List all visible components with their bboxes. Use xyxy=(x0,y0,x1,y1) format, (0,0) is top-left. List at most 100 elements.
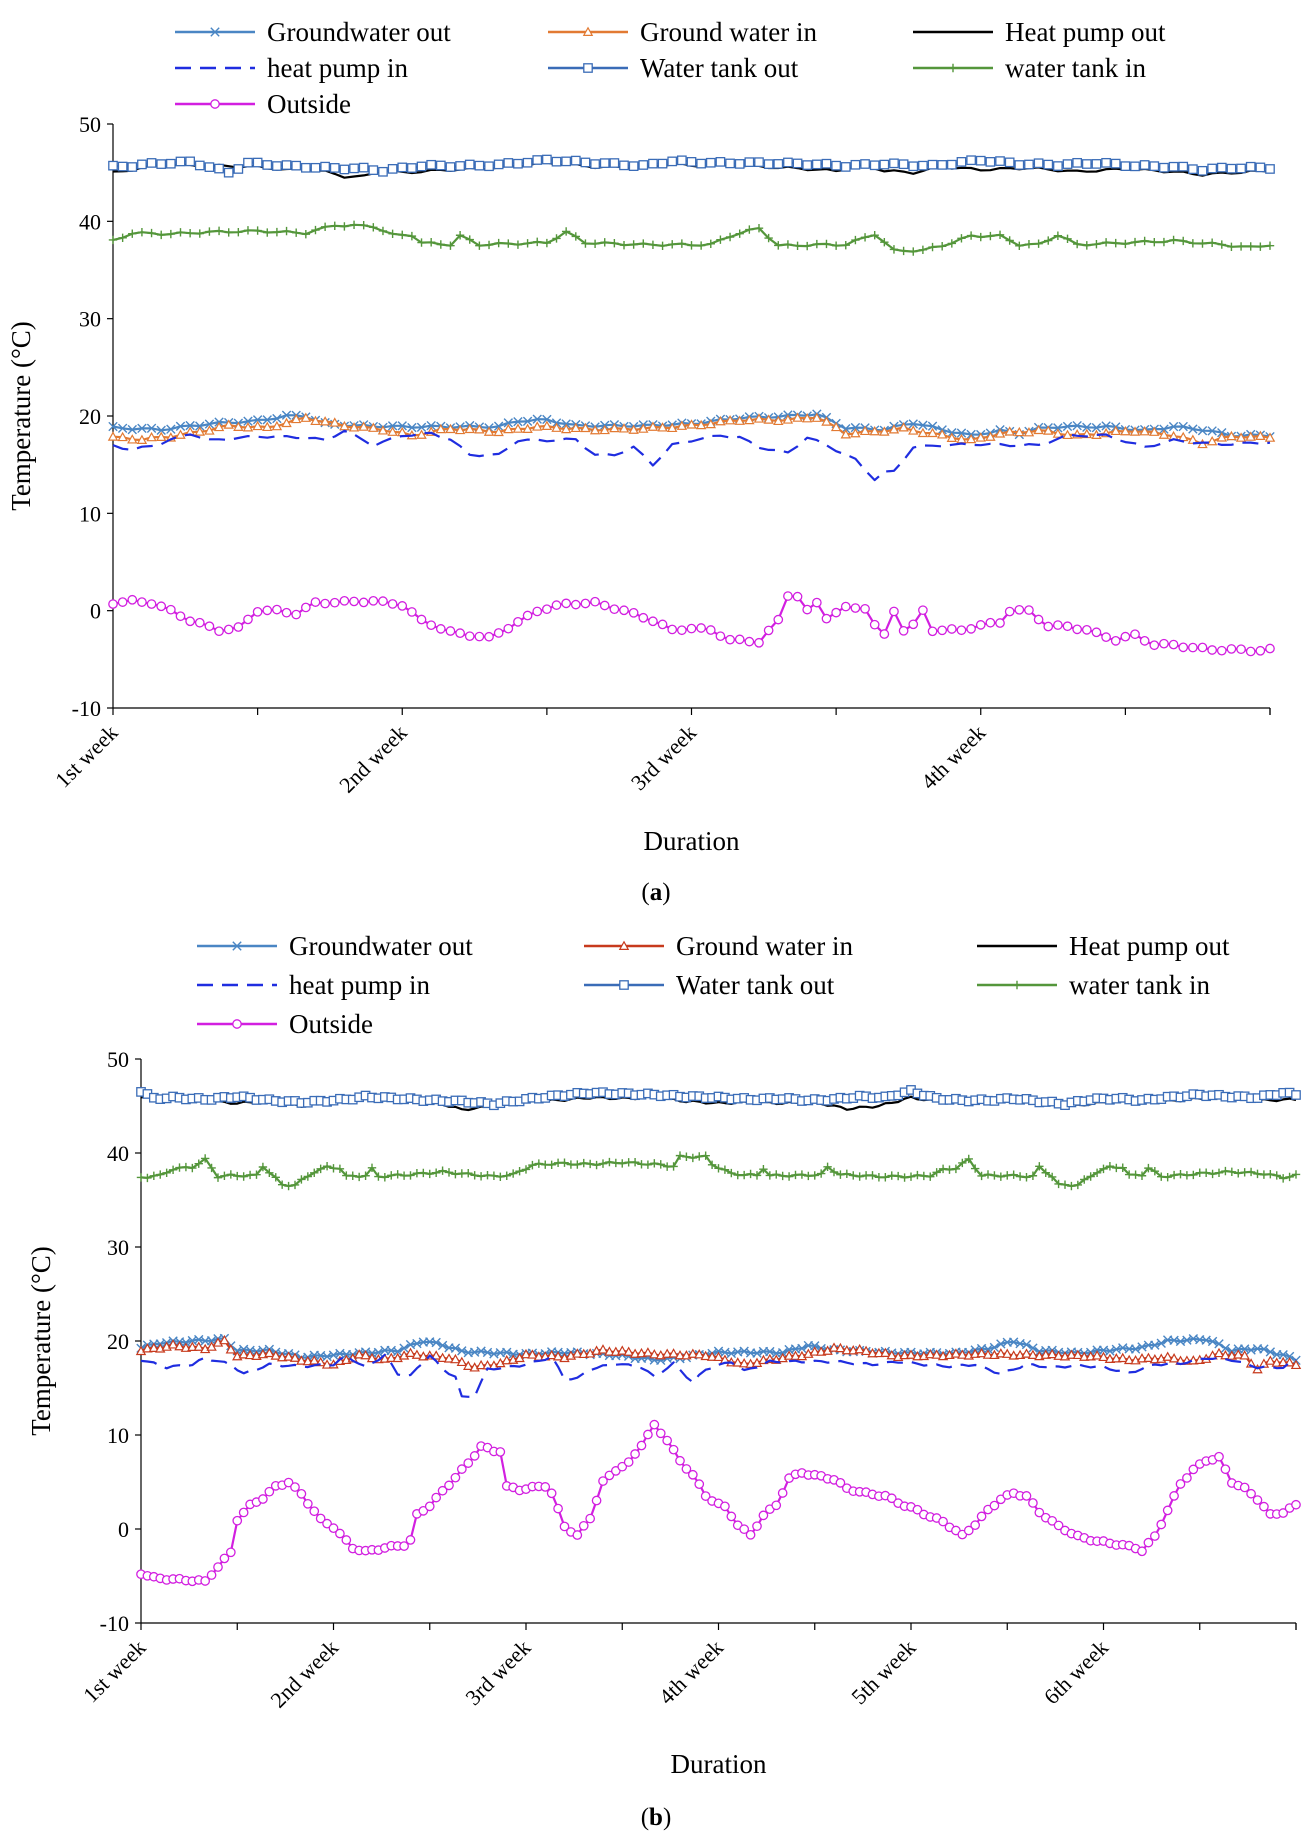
data-point xyxy=(1259,1501,1269,1512)
data-point xyxy=(540,1482,551,1492)
data-point xyxy=(127,594,138,605)
data-point xyxy=(604,1346,615,1356)
data-point xyxy=(754,637,764,648)
data-point xyxy=(157,230,166,240)
data-point xyxy=(503,423,514,434)
data-point xyxy=(720,1501,730,1512)
data-point xyxy=(1220,1343,1231,1354)
series-water-tank-out xyxy=(108,154,1275,178)
data-point xyxy=(899,1349,910,1360)
data-point xyxy=(271,1173,280,1182)
legend-item: Groundwater out xyxy=(175,17,451,47)
data-point xyxy=(1002,1348,1013,1358)
data-point xyxy=(630,1158,640,1167)
data-point xyxy=(146,431,157,442)
data-point xyxy=(598,1159,608,1168)
data-point xyxy=(1008,1350,1019,1360)
data-point xyxy=(639,239,648,248)
data-point xyxy=(185,156,195,167)
data-point xyxy=(493,426,504,437)
data-point xyxy=(464,423,475,434)
data-point xyxy=(281,410,292,420)
data-point xyxy=(801,412,813,423)
data-point xyxy=(1201,1168,1211,1177)
data-point xyxy=(726,1511,737,1522)
data-point xyxy=(349,596,359,607)
data-point xyxy=(387,1171,396,1180)
data-point xyxy=(661,1348,673,1358)
data-point xyxy=(281,160,292,170)
data-point xyxy=(320,598,330,609)
data-point xyxy=(590,596,600,607)
data-point xyxy=(435,160,446,171)
data-point xyxy=(551,600,562,610)
data-point xyxy=(297,1175,306,1184)
data-point xyxy=(792,591,803,602)
data-point xyxy=(431,1168,441,1177)
data-point xyxy=(1198,239,1207,248)
data-point xyxy=(310,162,321,173)
data-point xyxy=(310,597,321,607)
data-point xyxy=(204,162,215,172)
data-point xyxy=(792,412,803,422)
data-point xyxy=(493,421,504,431)
data-point xyxy=(831,607,841,618)
data-point xyxy=(262,421,273,432)
data-point xyxy=(117,431,128,442)
data-point xyxy=(823,1162,832,1172)
data-point xyxy=(1213,1347,1225,1358)
data-point xyxy=(1271,1357,1282,1367)
data-point xyxy=(880,237,889,247)
data-point xyxy=(165,158,176,169)
data-point xyxy=(1110,635,1121,646)
data-point xyxy=(175,156,186,167)
legend-item: Water tank out xyxy=(548,53,799,83)
x-category-label: 4th week xyxy=(916,720,990,794)
data-point xyxy=(1120,631,1131,642)
data-point xyxy=(638,423,649,433)
data-point xyxy=(706,239,715,249)
data-point xyxy=(166,604,176,615)
data-point xyxy=(578,1348,589,1359)
data-point xyxy=(888,424,900,434)
series-outside xyxy=(108,591,1275,657)
data-point xyxy=(976,1511,987,1522)
data-point xyxy=(1072,420,1082,431)
data-point xyxy=(335,1164,345,1173)
data-point xyxy=(238,1349,249,1359)
data-point xyxy=(310,415,321,426)
data-point xyxy=(455,628,465,639)
data-point xyxy=(339,420,350,431)
data-point xyxy=(502,1347,512,1357)
data-point xyxy=(238,1507,249,1518)
data-point xyxy=(667,156,678,167)
data-point xyxy=(310,1168,319,1178)
data-point xyxy=(1047,1515,1058,1526)
series-line xyxy=(112,429,1271,482)
data-point xyxy=(156,425,166,436)
data-point xyxy=(1162,1351,1173,1361)
data-point xyxy=(1149,426,1160,436)
data-point xyxy=(835,1342,846,1353)
data-point xyxy=(380,1173,390,1182)
data-point xyxy=(1120,425,1131,436)
data-point xyxy=(909,247,918,256)
data-point xyxy=(358,597,369,608)
data-point xyxy=(705,418,717,429)
y-axis-title: Temperature (°C) xyxy=(6,321,36,511)
data-point xyxy=(532,155,543,165)
data-point xyxy=(1187,434,1199,444)
data-point xyxy=(176,228,185,237)
data-point xyxy=(262,415,272,425)
data-point xyxy=(373,1347,384,1358)
data-point xyxy=(117,423,128,433)
data-point xyxy=(515,1167,524,1176)
data-point xyxy=(1047,1172,1057,1182)
data-point xyxy=(300,602,311,613)
data-point xyxy=(1091,159,1102,169)
data-point xyxy=(322,1518,332,1529)
data-point xyxy=(777,1488,788,1498)
data-point xyxy=(435,624,446,634)
data-point xyxy=(850,603,861,613)
data-point xyxy=(1253,1169,1262,1179)
